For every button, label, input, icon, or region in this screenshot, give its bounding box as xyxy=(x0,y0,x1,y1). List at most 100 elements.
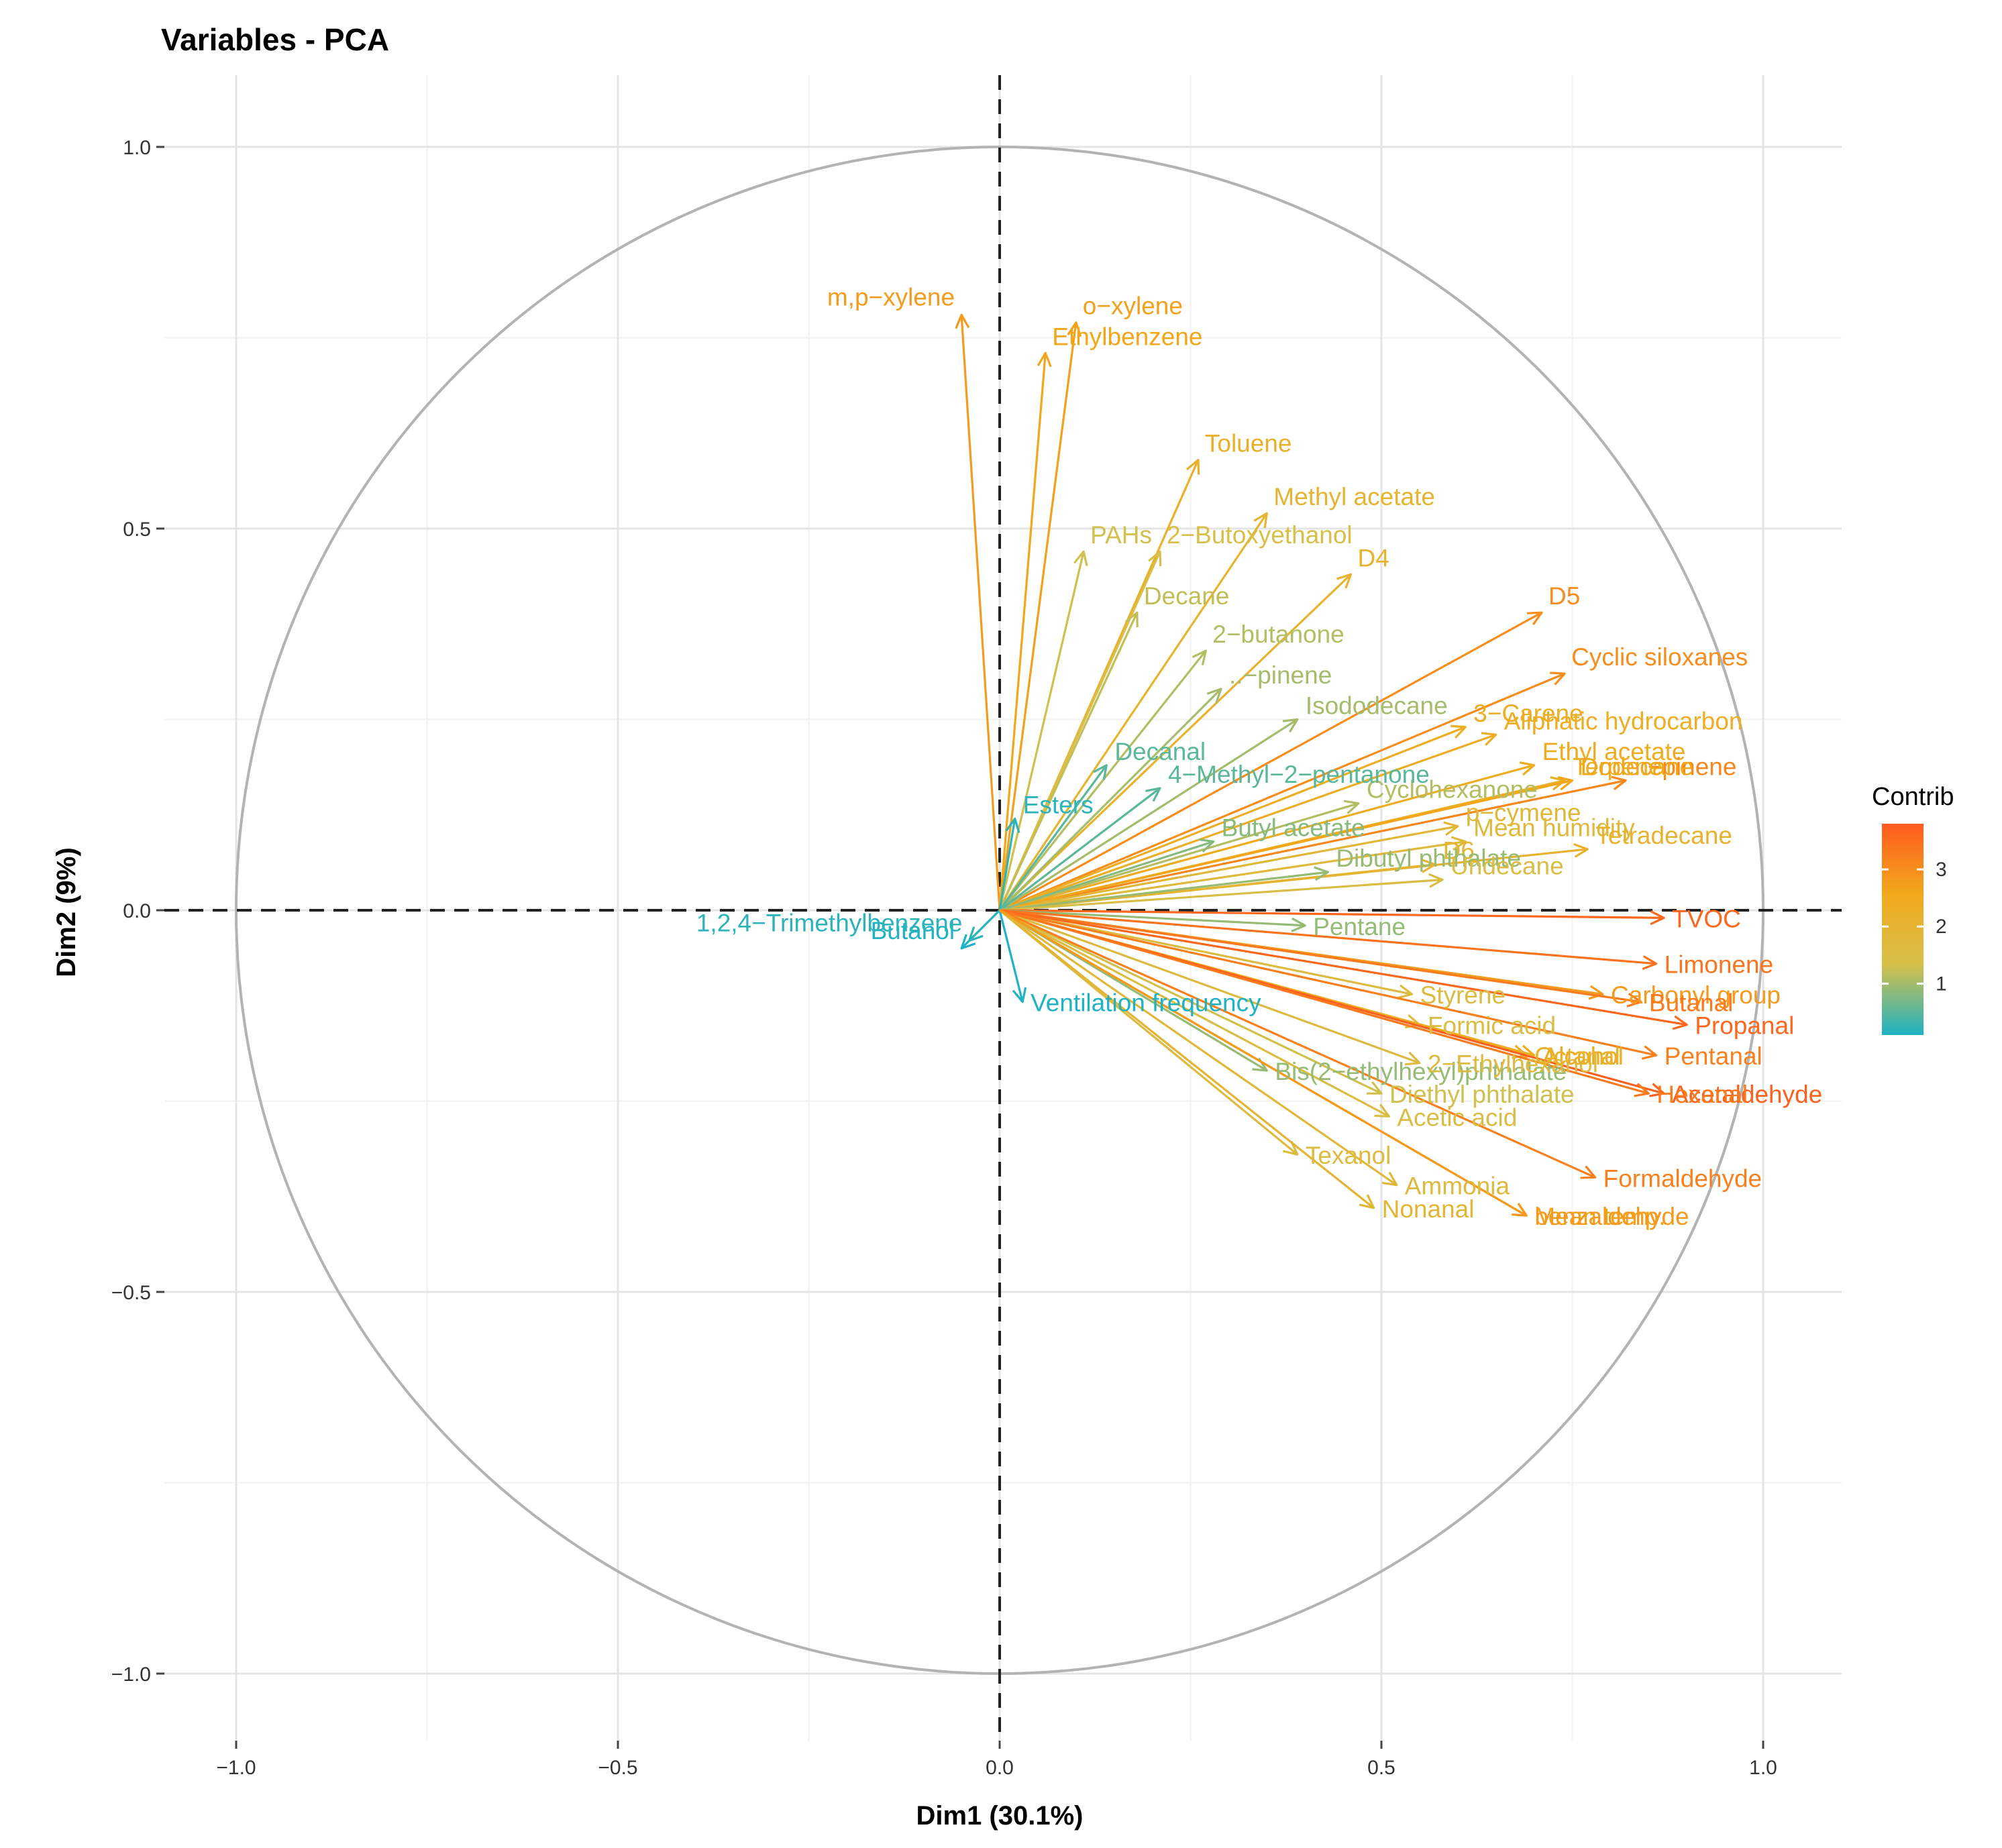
arrow-shaft xyxy=(960,315,1001,911)
x-tick-label: 1.0 xyxy=(1749,1757,1777,1779)
arrow-shaft xyxy=(999,672,1565,912)
y-tick-label: 1.0 xyxy=(123,137,151,159)
arrow-head xyxy=(1611,775,1627,791)
variable-label: Pentanal xyxy=(1665,1042,1762,1070)
arrow-shaft xyxy=(998,910,1024,1002)
variable-label: Cyclic siloxanes xyxy=(1571,643,1748,671)
legend-title: Contrib xyxy=(1872,783,1954,811)
variable-label: Alcohol xyxy=(1542,1042,1624,1070)
variable-label: Texanol xyxy=(1306,1142,1391,1169)
arrow-shaft xyxy=(999,840,1214,912)
x-axis-title: Dim1 (30.1%) xyxy=(916,1801,1084,1831)
variable-label: Undecane xyxy=(1451,852,1564,879)
variable-label: p−cymene xyxy=(1466,799,1581,826)
arrow-shaft xyxy=(968,909,1001,942)
variable-label: PAHs xyxy=(1090,521,1152,549)
arrow-shaft xyxy=(999,802,1359,912)
variable-label: Dodecane xyxy=(1581,753,1694,781)
arrow-head xyxy=(1451,724,1467,739)
arrow-head xyxy=(1037,351,1052,368)
arrow-head xyxy=(1192,649,1207,665)
variable-label: Butanal xyxy=(1649,989,1734,1017)
arrow-head xyxy=(1073,550,1088,566)
arrow-head xyxy=(1253,512,1268,529)
arrow-shaft xyxy=(999,764,1535,912)
arrow-shaft xyxy=(998,612,1139,911)
arrow-head xyxy=(1650,910,1665,926)
variable-label: Acetaldehyde xyxy=(1672,1081,1822,1108)
arrow-head xyxy=(1374,1103,1390,1118)
arrow-head xyxy=(1672,1015,1688,1030)
variable-label: 2−Butoxyethanol xyxy=(1167,521,1353,549)
variable-label: benzaldehyde xyxy=(1534,1203,1689,1230)
arrow-shaft xyxy=(999,909,1687,1026)
variable-labels: m,p−xylene o−xylene Ethylbenzene Toluene Met… xyxy=(696,283,1822,1230)
variable-label: Esters xyxy=(1023,791,1094,818)
arrow-shaft xyxy=(999,909,1642,1003)
variable-label: Decanal xyxy=(1114,738,1206,765)
arrow-head xyxy=(1206,688,1222,704)
arrow-head xyxy=(1642,955,1658,971)
arrow-head xyxy=(1519,1044,1536,1059)
variable-label: Methyl acetate xyxy=(1273,483,1435,510)
x-axis-ticks: −1.0 −0.5 0.0 0.5 1.0 xyxy=(216,1741,1777,1779)
x-tick-label: 0.0 xyxy=(986,1757,1014,1779)
arrow-head xyxy=(1145,787,1161,802)
arrow-head xyxy=(1366,1081,1383,1095)
variable-label: Toluene xyxy=(1205,430,1292,457)
arrow-head xyxy=(1291,917,1306,932)
arrow-shaft xyxy=(998,322,1077,911)
variable-label: Cyclohexanone xyxy=(1367,776,1538,804)
variable-label: Styrene xyxy=(1420,981,1506,1009)
arrow-head xyxy=(1420,858,1436,873)
arrow-head xyxy=(955,313,970,329)
arrow-shaft xyxy=(999,909,1382,1095)
arrow-head xyxy=(1148,550,1162,567)
arrow-head xyxy=(1282,718,1299,733)
variable-label: m,p−xylene xyxy=(827,283,955,311)
variable-label: 1,2,4−Trimethylbenzene xyxy=(696,910,963,937)
variable-label: Tetradecane xyxy=(1595,822,1732,849)
arrow-head xyxy=(1067,321,1082,337)
arrow-head xyxy=(1186,458,1200,475)
y-tick-label: −0.5 xyxy=(111,1282,151,1304)
arrow-shaft xyxy=(999,909,1375,1209)
arrow-head xyxy=(1526,611,1543,626)
variable-label: 3−Carene xyxy=(1473,700,1583,727)
variable-label: Diethyl phthalate xyxy=(1389,1081,1575,1108)
variable-label: D5 xyxy=(1548,582,1580,610)
arrow-shaft xyxy=(999,909,1649,1095)
variable-label: Pentane xyxy=(1313,913,1406,940)
arrow-shaft xyxy=(999,733,1497,912)
arrow-head xyxy=(1588,985,1604,1000)
legend-colorbar xyxy=(1882,824,1924,1035)
variable-label: Decane xyxy=(1144,582,1230,610)
arrow-shaft xyxy=(999,909,1412,995)
variable-label: 2−Ethylhexanol xyxy=(1428,1050,1598,1078)
arrow-shaft xyxy=(999,726,1466,912)
arrow-shaft xyxy=(999,718,1298,912)
variable-label: Aliphatic hydrocarbon xyxy=(1504,707,1743,735)
arrow-shaft xyxy=(998,512,1268,911)
arrow-shaft xyxy=(998,764,1108,911)
arrow-shaft xyxy=(999,909,1656,965)
arrow-shaft xyxy=(999,909,1528,1217)
y-tick-label: 0.0 xyxy=(123,900,151,922)
arrow-head xyxy=(1634,1083,1650,1097)
arrow-head xyxy=(1336,573,1353,589)
variable-label: Formic acid xyxy=(1428,1012,1556,1040)
variable-label: Ammonia xyxy=(1405,1173,1510,1200)
x-tick-label: −1.0 xyxy=(216,1757,256,1779)
variable-label: Butyl acetate xyxy=(1222,814,1365,842)
arrow-head xyxy=(1314,866,1329,881)
variable-label: Hexanal xyxy=(1656,1081,1748,1108)
y-axis-title: Dim2 (9%) xyxy=(52,847,81,977)
arrow-shaft xyxy=(999,909,1390,1118)
variable-label: Butanol xyxy=(871,917,955,944)
arrow-head xyxy=(1626,992,1642,1008)
arrow-shaft xyxy=(998,551,1085,911)
x-tick-label: −0.5 xyxy=(598,1757,637,1779)
arrow-shaft xyxy=(998,353,1047,911)
variable-label: Nonanal xyxy=(1382,1195,1475,1223)
